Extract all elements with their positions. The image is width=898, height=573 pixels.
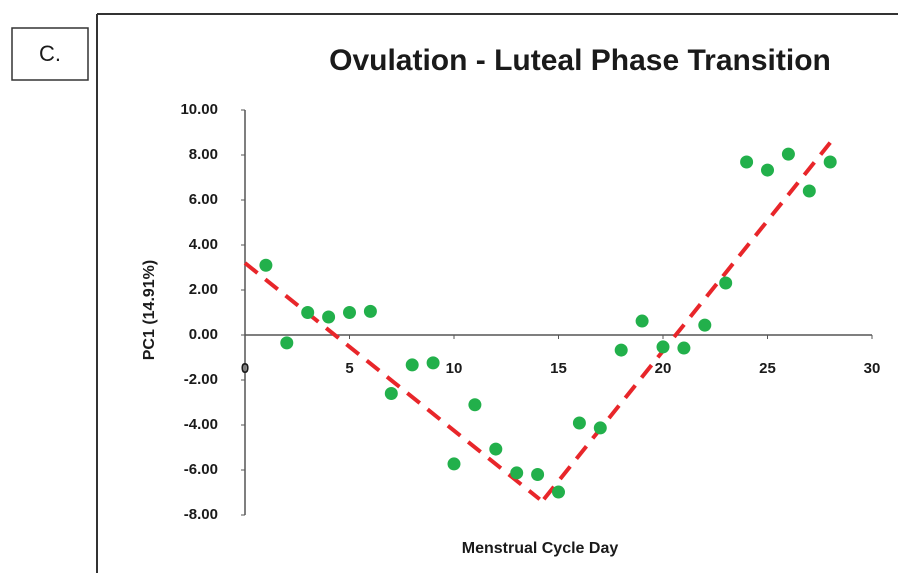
panel-label: C. (39, 41, 61, 66)
data-point (531, 468, 545, 481)
data-point (698, 318, 712, 332)
y-tick-label: 6.00 (189, 191, 218, 208)
data-point (572, 416, 586, 430)
y-tick-label: 8.00 (189, 146, 218, 163)
x-tick-label: 10 (446, 360, 463, 377)
y-tick-label: -4.00 (184, 416, 218, 433)
x-tick-label: 0 (241, 360, 249, 377)
data-point (656, 340, 670, 354)
data-point (259, 258, 273, 272)
data-point (802, 184, 816, 198)
x-tick-label: 5 (345, 360, 353, 377)
y-tick-label: -8.00 (184, 506, 218, 523)
data-point (426, 356, 440, 370)
x-tick-label: 15 (550, 360, 567, 377)
data-point (301, 306, 315, 319)
data-point (635, 314, 649, 328)
y-tick-label: -2.00 (184, 371, 218, 388)
x-tick-label: 20 (655, 360, 672, 377)
chart-title: Ovulation - Luteal Phase Transition (329, 44, 831, 77)
y-axis-label: PC1 (14.91%) (141, 260, 158, 361)
x-tick-label: 25 (759, 360, 776, 377)
data-point (593, 421, 607, 435)
trend-line (243, 261, 541, 501)
data-point (614, 343, 628, 357)
y-tick-label: 10.00 (180, 101, 218, 118)
data-point (781, 147, 795, 161)
data-point (510, 466, 524, 480)
data-point (322, 310, 336, 324)
x-tick-label: 30 (864, 360, 881, 377)
data-point (384, 387, 398, 400)
y-tick-label: 2.00 (189, 281, 218, 298)
data-point (552, 485, 565, 499)
data-point (468, 398, 482, 412)
data-point (740, 155, 754, 169)
y-tick-label: 4.00 (189, 236, 218, 253)
data-point (343, 306, 356, 319)
data-point (489, 442, 503, 456)
data-point (447, 457, 461, 471)
data-point (719, 276, 733, 290)
data-point (363, 304, 377, 318)
trend-line (542, 141, 832, 501)
panel-label-box (11, 27, 89, 81)
y-tick-label: 0.00 (189, 326, 218, 343)
data-point (677, 341, 691, 355)
data-point (823, 155, 837, 169)
x-axis-label: Menstrual Cycle Day (462, 540, 619, 557)
data-point (405, 358, 419, 372)
data-point (280, 336, 294, 350)
data-point (761, 163, 774, 177)
y-tick-label: -6.00 (184, 461, 218, 478)
